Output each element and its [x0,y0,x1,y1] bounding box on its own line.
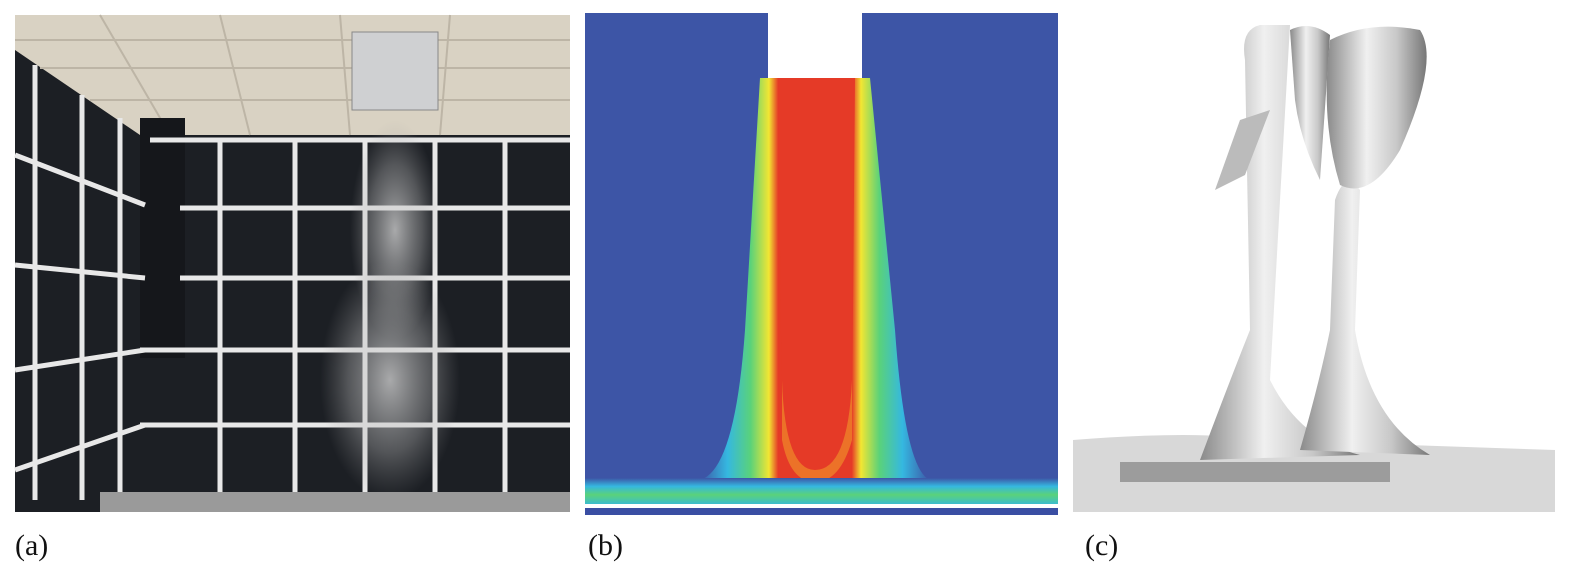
panel-a-photo [14,14,570,512]
panel-label: (c) [1085,529,1118,562]
panel-label: (a) [15,529,48,562]
panel-label: (b) [588,529,623,562]
panel-c-isosurface [1073,22,1555,512]
panel-b-contour [585,13,1058,515]
